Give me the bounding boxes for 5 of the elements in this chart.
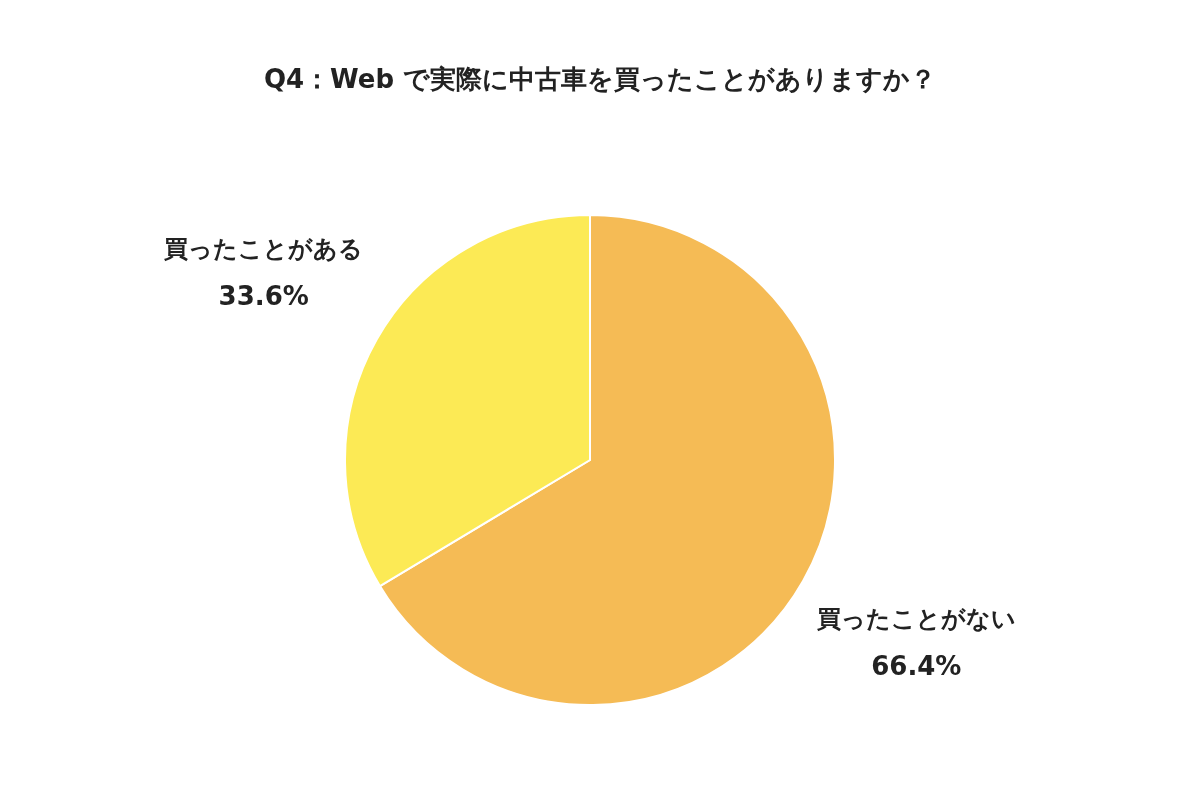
data-label: 33.6%: [218, 281, 309, 312]
chart-title: Q4：Web で実際に中古車を買ったことがありますか？: [263, 64, 937, 94]
slice-label: 買ったことがない: [815, 604, 1016, 633]
data-label: 66.4%: [871, 650, 962, 681]
slice-label: 買ったことがある: [163, 235, 364, 264]
